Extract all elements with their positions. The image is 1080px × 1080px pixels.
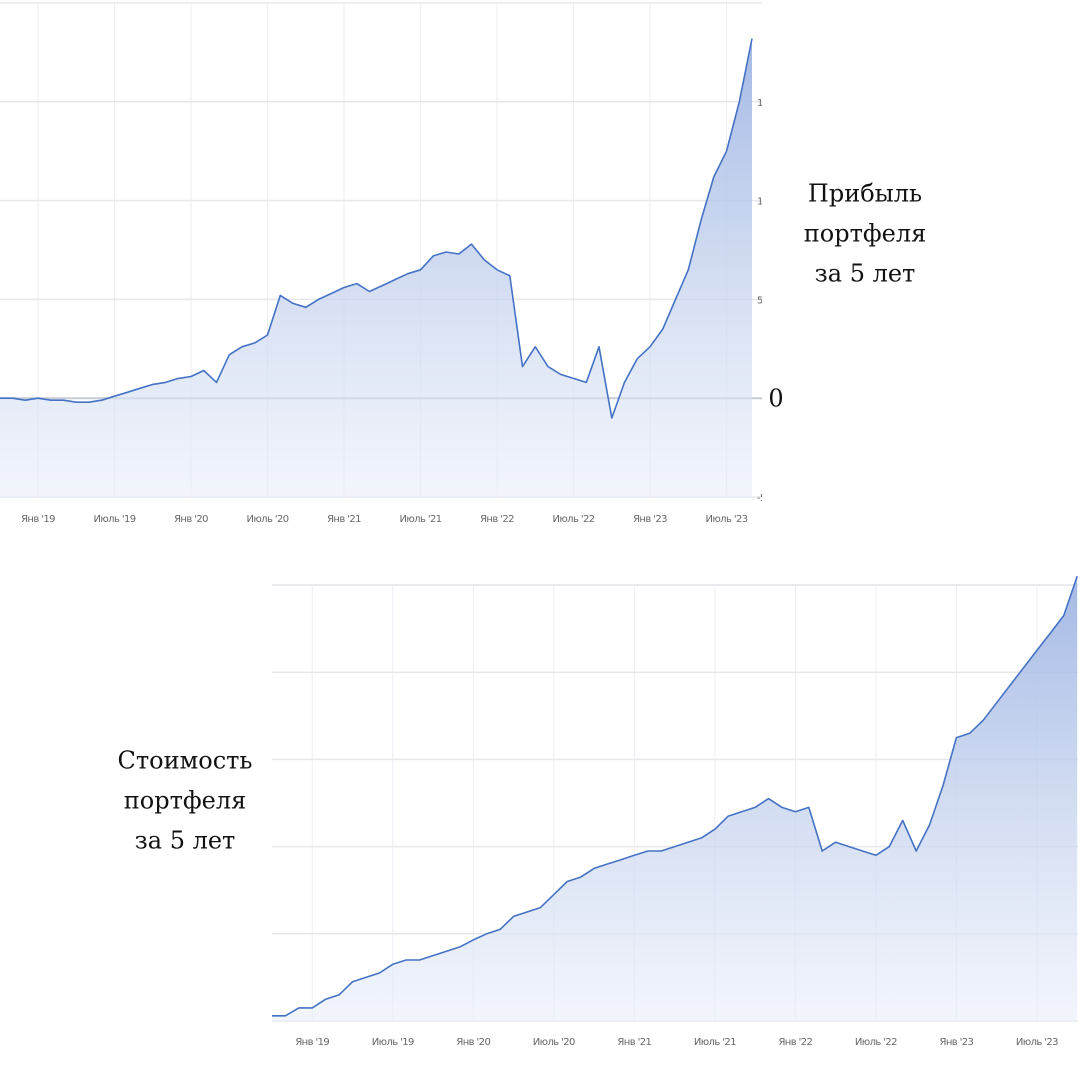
line	[0, 38, 753, 419]
profit-chart: Янв '19 Июль '19 Янв '20 Июль '20 Янв '21 Июл…	[0, 2, 769, 525]
x-tick-label: Янв '22	[778, 1037, 812, 1048]
y-tick-label: 0	[768, 385, 783, 413]
y-tick-label: 15	[757, 98, 769, 109]
value-chart: Янв '19 Июль '19 Янв '20 Июль '20 Янв '21 Июл…	[272, 576, 1078, 1048]
annotation: за 5 лет	[815, 260, 916, 288]
x-tick-label: Янв '21	[617, 1037, 651, 1048]
annotation: за 5 лет	[135, 827, 236, 855]
annotations: 0 Прибыль портфеля за 5 лет Стоимость портфел…	[118, 180, 927, 855]
x-tick-label: Янв '20	[456, 1037, 490, 1048]
x-tick-label: Июль '22	[855, 1037, 897, 1048]
x-tick-label: Янв '23	[939, 1037, 973, 1048]
x-tick-label: Янв '19	[21, 514, 55, 525]
x-tick-label: Янв '23	[633, 514, 667, 525]
x-tick-label: Июль '21	[399, 514, 441, 525]
x-tick-label: Июль '20	[246, 514, 288, 525]
annotation: портфеля	[804, 220, 926, 248]
x-tick-label: Янв '20	[174, 514, 208, 525]
area	[272, 576, 1078, 1021]
annotation: портфеля	[124, 787, 246, 815]
x-tick-label: Июль '23	[1016, 1037, 1058, 1048]
annotation: Прибыль	[808, 180, 922, 208]
y-tick-label: -5	[757, 493, 766, 504]
area	[0, 38, 752, 497]
x-tick-label: Янв '19	[295, 1037, 329, 1048]
x-tick-label: Июль '19	[372, 1037, 414, 1048]
y-tick-label: 5	[757, 295, 763, 306]
y-tick-label: 10	[757, 197, 769, 208]
x-tick-label: Июль '21	[694, 1037, 736, 1048]
x-tick-label: Янв '21	[327, 514, 361, 525]
x-tick-label: Июль '22	[552, 514, 594, 525]
x-tick-label: Июль '20	[533, 1037, 575, 1048]
annotation: Стоимость	[118, 747, 253, 775]
line	[272, 576, 1078, 1017]
x-tick-label: Июль '23	[705, 514, 747, 525]
x-tick-label: Июль '19	[93, 514, 135, 525]
x-tick-label: Янв '22	[480, 514, 514, 525]
